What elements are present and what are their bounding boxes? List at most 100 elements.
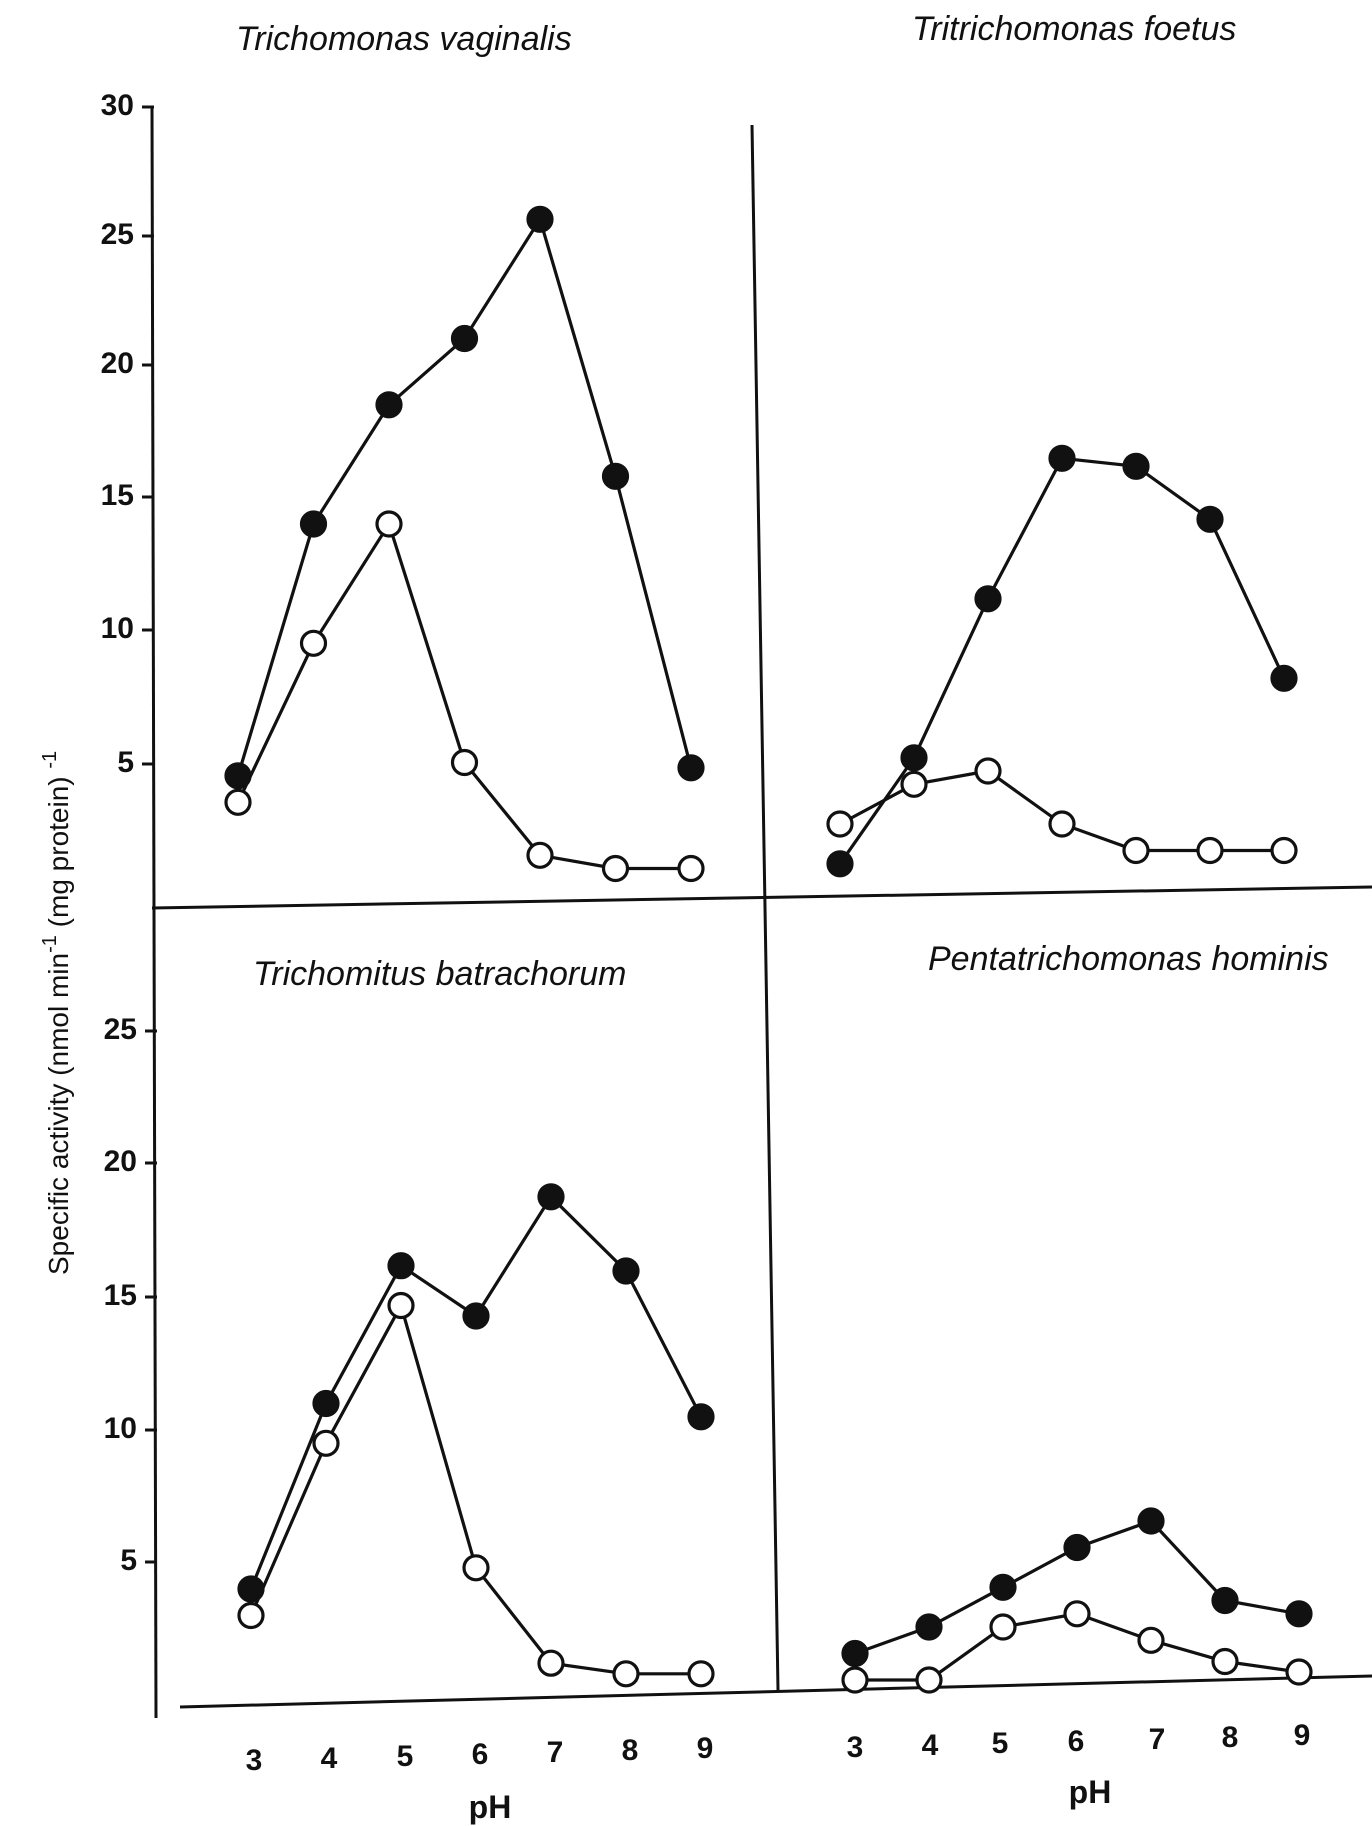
data-point-filled [375,391,403,419]
y-tick-label: 15 [104,1279,137,1312]
y-axis-title: Specific activity (nmol min-1 (mg protei… [39,751,74,1275]
y-axis-title-sup1: -1 [39,935,61,953]
data-point-open [224,788,252,816]
y-tick-label: 10 [101,612,134,645]
x-axis-title-right: pH [1069,1774,1112,1810]
data-point-filled [841,1639,869,1668]
data-point-open [312,1429,340,1457]
data-point-open [526,841,554,869]
y-tick-label: 15 [101,479,134,512]
data-point-filled [450,324,479,353]
data-point-open [915,1666,943,1694]
panel-br [841,1507,1313,1694]
data-point-filled [312,1389,340,1418]
data-point-open [1211,1647,1239,1676]
data-point-open [989,1613,1017,1641]
data-point-open [612,1660,640,1688]
y-axis-title-part2: (mg protein) [43,769,74,936]
series-layer [224,205,1313,1694]
data-point-open [687,1660,715,1688]
center-divider [750,124,780,1691]
y-axis-title-sup2: -1 [39,751,61,769]
panel-title-bl: Trichomitus batrachorum [253,955,627,993]
data-point-open [375,510,403,538]
data-point-open [462,1554,490,1582]
data-point-filled [612,1257,640,1285]
x-tick-label: 3 [246,1744,263,1777]
series-line-open [236,520,691,871]
panel-title-br: Pentatrichomonas hominis [928,940,1329,978]
data-point-filled [687,1403,715,1431]
data-point-filled [1211,1586,1239,1615]
data-point-filled [526,205,554,233]
data-point-open [601,854,630,883]
data-point-filled [387,1252,415,1280]
x-tick-label: 5 [992,1727,1009,1760]
y-ticks [142,105,157,1564]
data-point-open [826,810,854,838]
panel-tr [826,444,1298,878]
data-point-open [841,1666,869,1694]
y-axis-title-part1: Specific activity (nmol min [43,953,74,1275]
y-tick-label: 30 [101,89,134,122]
x-tick-label: 9 [1294,1719,1311,1752]
panel-title-tr: Tritrichomonas foetus [912,10,1236,48]
x-tick-label: 6 [1068,1725,1085,1758]
data-point-open [1285,1658,1313,1686]
data-point-open [237,1601,265,1630]
data-point-open [1122,836,1150,865]
y-tick-label: 20 [101,347,134,380]
data-point-filled [974,585,1002,613]
y-tick-labels: 30 25 20 15 10 5 25 20 15 10 5 [101,89,137,1577]
data-point-open [450,748,479,777]
data-point-filled [299,510,328,538]
data-point-filled [1048,444,1076,472]
data-point-filled [989,1573,1017,1601]
y-tick-label: 10 [104,1412,137,1445]
panel-title-tl: Trichomonas vaginalis [236,20,572,58]
x-tick-label: 4 [922,1729,939,1762]
data-point-filled [900,744,928,772]
y-tick-label: 25 [101,218,134,251]
data-point-open [1270,836,1298,865]
x-tick-label: 9 [697,1732,714,1765]
data-point-open [1196,836,1224,865]
y-tick-label: 5 [117,746,134,779]
data-point-open [1048,810,1076,838]
data-point-filled [1270,664,1298,692]
x-tick-label: 5 [397,1740,414,1773]
y-tick-label: 20 [104,1145,137,1178]
data-point-open [677,854,705,883]
y-tick-label: 25 [104,1013,137,1046]
data-point-open [1063,1600,1091,1628]
data-point-open [387,1291,415,1320]
data-point-filled [677,754,705,782]
data-point-filled [462,1302,490,1330]
series-line-filled [236,215,693,777]
panel-bl [237,1183,715,1688]
x-tick-label: 8 [622,1734,639,1767]
data-point-filled [1063,1533,1091,1562]
data-point-open [1137,1626,1165,1654]
data-point-filled [1196,505,1224,533]
data-point-open [974,757,1002,785]
data-point-filled [915,1613,943,1641]
data-point-filled [1137,1507,1165,1535]
x-axis-title-left: pH [469,1789,512,1825]
x-tick-labels-right: 3 4 5 6 7 8 9 [847,1719,1311,1764]
data-point-filled [1285,1600,1313,1628]
x-tick-label: 3 [847,1731,864,1764]
x-tick-labels-left: 3 4 5 6 7 8 9 [246,1732,714,1777]
bottom-x-axis [179,1674,1372,1709]
data-point-filled [1122,452,1150,480]
data-point-filled [601,462,630,490]
x-tick-label: 6 [472,1738,489,1771]
y-tick-label: 5 [120,1544,137,1577]
data-point-filled [826,850,854,878]
data-point-open [537,1649,565,1677]
x-tick-label: 7 [1149,1723,1166,1756]
series-line-open [249,1301,701,1676]
x-tick-label: 8 [1222,1721,1239,1754]
data-point-filled [537,1183,565,1211]
data-point-open [900,770,928,798]
